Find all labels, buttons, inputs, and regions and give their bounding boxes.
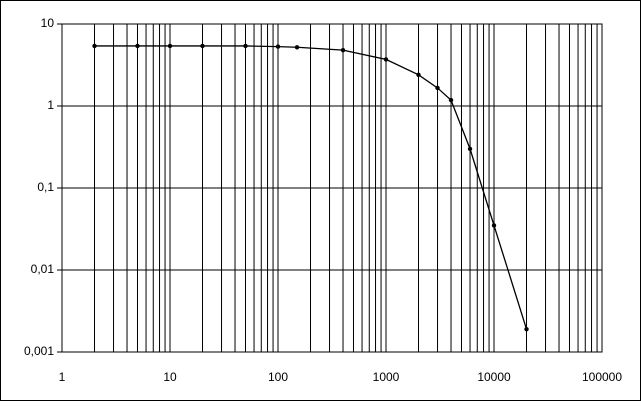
data-point <box>448 97 454 103</box>
y-tick-label: 0,001 <box>24 344 54 358</box>
plot-border <box>61 23 603 353</box>
data-point <box>467 146 473 152</box>
data-point <box>294 45 300 50</box>
x-tick-label: 10000 <box>477 370 511 384</box>
data-point <box>135 43 140 49</box>
data-point <box>243 43 248 49</box>
data-point <box>200 43 205 49</box>
x-tick-label: 100000 <box>582 370 622 384</box>
x-tick-label: 1000 <box>373 370 400 384</box>
y-tick-label: 0,1 <box>37 180 54 194</box>
y-tick-label: 10 <box>41 16 55 30</box>
data-point <box>340 47 346 53</box>
x-tick-label: 10 <box>163 370 177 384</box>
y-tick-label: 1 <box>47 98 54 112</box>
data-point <box>92 43 97 49</box>
data-point <box>524 326 529 332</box>
data-point <box>491 223 497 228</box>
x-tick-label: 1 <box>59 370 66 384</box>
y-tick-label: 0,01 <box>31 262 55 276</box>
data-point <box>416 72 421 78</box>
data-point <box>275 44 281 49</box>
data-point <box>383 57 389 62</box>
data-point <box>167 43 173 49</box>
data-point <box>435 85 440 91</box>
x-tick-label: 100 <box>268 370 288 384</box>
